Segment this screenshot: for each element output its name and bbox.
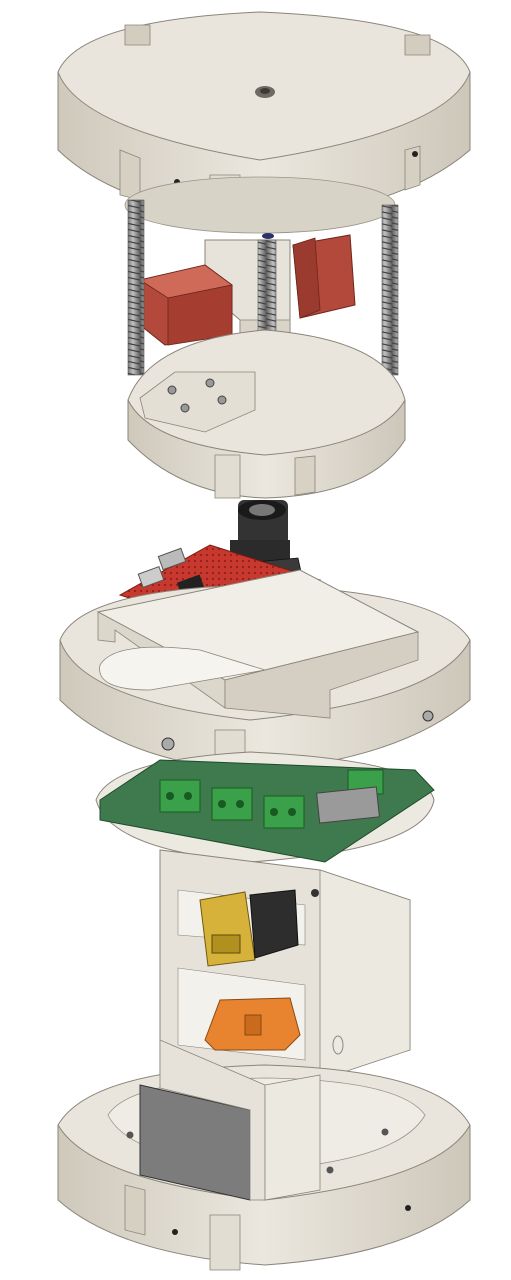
sensor-plate <box>59 569 471 776</box>
orange-holder <box>204 997 301 1051</box>
terminal-blocks <box>159 769 384 829</box>
upper-middle-plate <box>127 329 406 499</box>
battery-module <box>199 889 299 967</box>
base-plate <box>57 1039 471 1271</box>
controller-pcb <box>95 751 435 863</box>
